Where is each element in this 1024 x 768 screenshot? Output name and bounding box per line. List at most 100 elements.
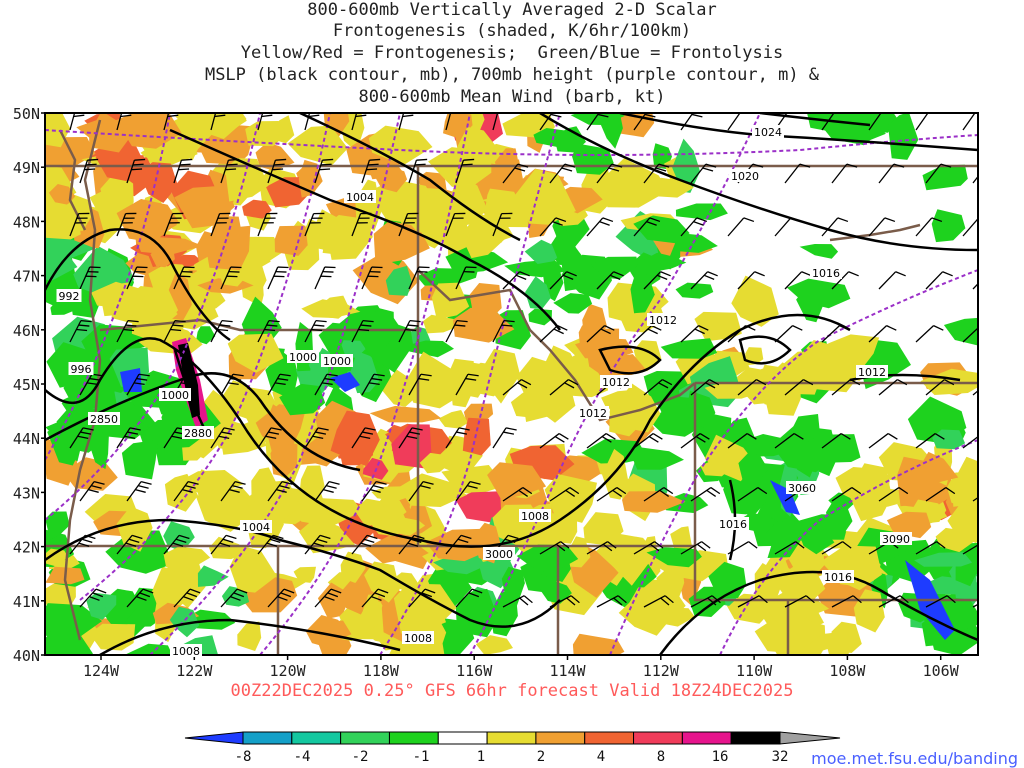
latitude-label: 46N [13, 322, 40, 340]
longitude-label: 124W [83, 662, 120, 680]
wind-barb [774, 541, 805, 555]
wind-barb [925, 163, 952, 184]
wind-barb [915, 217, 943, 237]
wind-barb [821, 325, 850, 343]
wind-barb [915, 433, 945, 449]
credit-link[interactable]: moe.met.fsu.edu/banding [811, 749, 1018, 768]
wind-barb [408, 158, 428, 184]
wind-barb [878, 595, 909, 608]
wind-barb [596, 487, 627, 502]
wind-barb [690, 271, 718, 290]
wind-barb [643, 487, 674, 502]
wind-barb [361, 373, 385, 396]
wind-barb [455, 266, 477, 290]
isobar-label: 1004 [346, 191, 374, 204]
wind-barb [727, 433, 757, 449]
wind-barb [596, 163, 623, 184]
wind-barb [361, 480, 387, 502]
wind-barb [549, 595, 580, 608]
latitude-label: 47N [13, 268, 40, 286]
wind-barb [304, 427, 329, 449]
wind-barb [304, 113, 320, 131]
wind-barb [220, 158, 240, 184]
wind-barb [210, 534, 237, 555]
wind-barb [126, 588, 154, 608]
wind-barb [126, 373, 150, 396]
wind-barb [116, 212, 137, 237]
wind-barb [304, 319, 327, 343]
wind-barb [690, 487, 721, 502]
wind-barb [502, 379, 532, 396]
wind-barb [878, 271, 906, 290]
wind-barb [972, 379, 978, 396]
isobar-label: 992 [59, 290, 80, 303]
wind-barb [220, 480, 246, 502]
wind-barb [502, 163, 529, 184]
wind-barb [79, 373, 103, 396]
wind-barb [351, 319, 374, 343]
wind-barb [586, 217, 614, 237]
wind-barb [116, 534, 143, 555]
wind-barb [925, 595, 956, 608]
latitude-label: 45N [13, 376, 40, 394]
wind-barb [925, 271, 953, 290]
latitude-labels: 50N 49N 48N 47N 46N 45N 44N 43N 42N 41N 40N [13, 105, 45, 665]
wind-barb [972, 271, 978, 290]
wind-barb [831, 271, 859, 290]
wind-barb [445, 319, 468, 343]
wind-barb [680, 325, 709, 343]
wind-barb [173, 588, 201, 608]
wind-barb [445, 534, 472, 555]
latitude-label: 42N [13, 539, 40, 557]
title-line-1: 800-600mb Vertically Averaged 2-D Scalar [307, 0, 717, 20]
longitude-label: 106W [923, 662, 960, 680]
latitude-label: 48N [13, 213, 40, 231]
wind-barb [633, 541, 664, 555]
wind-barb [408, 480, 434, 502]
wind-barb [868, 433, 898, 449]
wind-barb [972, 595, 978, 608]
wind-barb [69, 319, 92, 343]
latitude-label: 40N [13, 647, 40, 665]
wind-barb [962, 217, 978, 237]
wind-barb [267, 158, 287, 184]
wind-barb [445, 427, 470, 449]
longitude-label: 112W [643, 662, 680, 680]
wind-barb [304, 534, 331, 555]
wind-barb [925, 379, 955, 396]
wind-barb [79, 158, 99, 184]
wind-barb [173, 266, 195, 290]
wind-barb [455, 480, 481, 502]
wind-barb [972, 163, 978, 184]
wind-barb [821, 541, 852, 555]
wind-barb [398, 212, 419, 237]
wind-barb [549, 271, 577, 290]
wind-barb [784, 379, 814, 396]
wind-barb [163, 534, 190, 555]
wind-barb [455, 373, 479, 396]
wind-barb [398, 319, 421, 343]
wind-barb [351, 212, 372, 237]
isobar-label: 1000 [161, 389, 189, 402]
wind-barb [79, 266, 101, 290]
wind-barb [831, 379, 861, 396]
wind-barb [784, 163, 811, 184]
wind-barb [878, 487, 909, 502]
wind-barb [163, 113, 179, 131]
title-line-3: Yellow/Red = Frontogenesis; Green/Blue =… [240, 43, 784, 63]
wind-barb [314, 158, 334, 184]
wind-barb [361, 588, 389, 608]
wind-barb [586, 325, 615, 343]
wind-barb [314, 480, 340, 502]
wind-barb [784, 595, 815, 608]
wind-barb [502, 595, 533, 608]
wind-barb [690, 163, 717, 184]
wind-barb [737, 271, 765, 290]
wind-barb [539, 541, 570, 555]
wind-barb [680, 541, 711, 555]
wind-barb [69, 427, 94, 449]
isobar-label: 1024 [754, 126, 782, 139]
longitude-label: 108W [829, 662, 866, 680]
wind-barb [304, 212, 325, 237]
